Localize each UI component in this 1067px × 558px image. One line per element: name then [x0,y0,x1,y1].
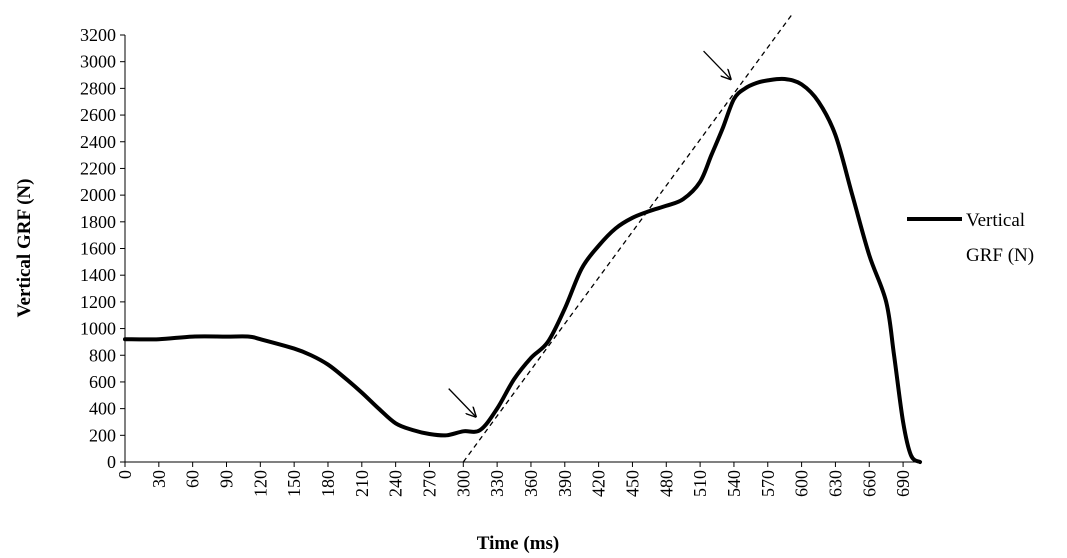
x-tick-label: 450 [622,470,642,497]
y-tick-label: 2800 [80,78,116,98]
y-tick-label: 1800 [80,212,116,232]
x-tick-label: 330 [487,470,507,497]
y-axis-title: Vertical GRF (N) [14,179,35,318]
x-axis-title: Time (ms) [477,533,560,554]
x-tick-label: 60 [183,470,203,488]
x-tick-label: 510 [690,470,710,497]
x-tick-label: 270 [419,470,439,497]
x-tick-label: 300 [453,470,473,497]
y-tick-label: 3200 [80,25,116,45]
x-tick-label: 120 [250,470,270,497]
x-tick-label: 690 [893,470,913,497]
y-tick-label: 800 [89,345,116,365]
legend-label-line-1: Vertical [966,210,1025,231]
y-tick-label: 2200 [80,158,116,178]
legend: Vertical GRF (N) [907,210,1034,266]
legend-label-line-2: GRF (N) [966,245,1034,266]
dashed-trend-line [462,13,794,463]
trend-annotations [448,13,794,463]
x-tick-label: 600 [792,470,812,497]
x-tick-label: 360 [521,470,541,497]
x-tick-label: 90 [216,470,236,488]
y-tick-label: 0 [107,452,116,472]
x-tick-label: 540 [724,470,744,497]
x-tick-label: 30 [149,470,169,488]
x-tick-label: 390 [555,470,575,497]
y-tick-label: 2600 [80,105,116,125]
x-tick-label: 0 [115,470,135,479]
y-tick-label: 3000 [80,52,116,72]
arrow-annotation [703,50,731,79]
x-tick-label: 480 [656,470,676,497]
x-tick-label: 180 [318,470,338,497]
x-tick-label: 660 [859,470,879,497]
y-tick-label: 1600 [80,239,116,259]
y-tick-label: 1400 [80,265,116,285]
y-tick-label: 2400 [80,132,116,152]
y-tick-label: 600 [89,372,116,392]
series-layer [123,76,922,464]
x-tick-label: 210 [352,470,372,497]
x-tick-label: 420 [589,470,609,497]
x-tick-label: 240 [386,470,406,497]
y-tick-label: 200 [89,425,116,445]
arrow-annotation [448,388,476,417]
x-tick-label: 150 [284,470,304,497]
series-line-vertical-grf [123,76,922,464]
x-tick-label: 570 [758,470,778,497]
x-tick-label: 630 [825,470,845,497]
tick-labels: 0200400600800100012001400160018002000220… [80,25,913,497]
axes [120,34,920,467]
y-tick-label: 400 [89,399,116,419]
y-tick-label: 2000 [80,185,116,205]
y-tick-label: 1000 [80,319,116,339]
y-tick-label: 1200 [80,292,116,312]
